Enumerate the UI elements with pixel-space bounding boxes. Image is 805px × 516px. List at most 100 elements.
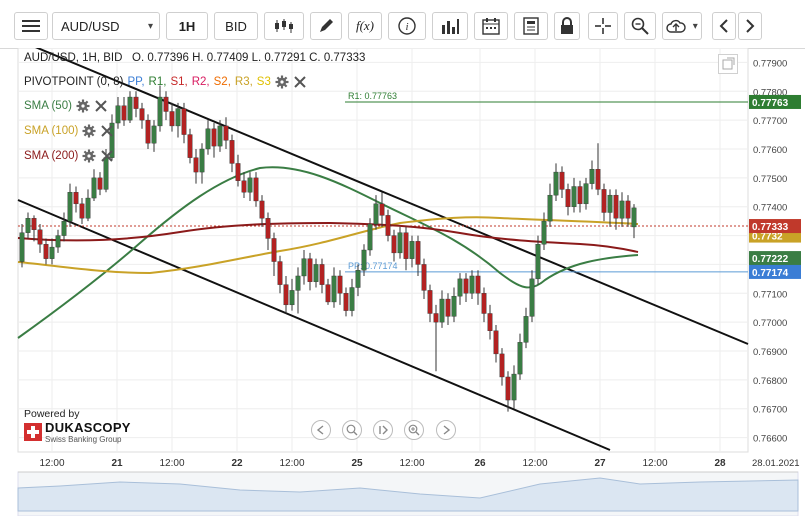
candle-body [415,241,421,265]
calendar-button[interactable] [474,12,508,40]
candle-body [433,313,439,323]
candle-body [73,192,79,205]
candle-body [631,207,637,228]
pause-icon [379,425,388,435]
pivot-s1: S1, [170,76,188,88]
formula-button[interactable]: f(x) [348,12,382,40]
candle-body [205,128,211,150]
candle-body [571,186,577,207]
time-tick-label: 25 [351,458,363,469]
zoom-in-icon [408,424,420,436]
draw-tool-button[interactable] [310,12,342,40]
pivot-s3: S3 [256,76,271,88]
close-icon[interactable] [100,124,114,138]
close-icon[interactable] [94,99,108,113]
candle-body [313,264,319,282]
cloud-button[interactable]: ▾ [662,12,702,40]
price-side-selector[interactable]: BID [214,12,258,40]
notes-button[interactable] [514,12,548,40]
indicators-button[interactable] [432,12,468,40]
gear-icon[interactable] [275,75,289,89]
pivot-name: PIVOTPOINT (0, 8) [24,76,124,88]
zoom-in-button[interactable] [404,420,424,440]
document-icon [523,17,539,35]
scroll-left-button[interactable] [311,420,331,440]
plot-frame [17,48,749,453]
candle-body [463,278,469,294]
price-chart[interactable]: 0.77900 0.77800 0.77700 0.77600 0.77500 0.774… [0,48,805,516]
zoom-out-button[interactable] [342,420,362,440]
candle-body [319,264,325,285]
time-tick-label: 28 [714,458,726,469]
candle-body [541,220,547,245]
close-icon[interactable] [293,75,307,89]
candle-body [505,376,511,401]
scroll-right-button[interactable] [436,420,456,440]
zoom-button[interactable] [624,12,656,40]
candle-body [331,275,337,303]
gear-icon[interactable] [76,99,90,113]
candle-body [139,108,145,121]
ohlc-info: AUD/USD, 1H, BID O. 0.77396 H. 0.77409 L… [24,52,365,64]
trendline-lower[interactable] [17,199,611,451]
candle-body [385,215,391,236]
price-tick-label: 0.77700 [753,116,787,127]
r1-price-badge-bg [749,94,801,109]
gear-icon[interactable] [82,149,96,163]
candle-body [469,275,475,294]
candle-body [481,293,487,314]
info-button[interactable]: i [388,12,426,40]
candle-body [19,232,25,262]
toolbar: AUD/USD ▾ 1H BID f(x) i ▾ [0,0,805,49]
candle-body [397,232,403,254]
last-price-badge: 0.77333 [752,222,789,233]
sma50-curve [17,166,639,339]
menu-button[interactable] [14,12,48,40]
chart-area[interactable]: 0.77900 0.77800 0.77700 0.77600 0.77500 0.774… [0,48,805,516]
sma200-legend: SMA (200) [24,149,114,163]
zoom-out-icon [346,424,358,436]
pause-button[interactable] [373,420,393,440]
candle-body [151,125,157,144]
back-button[interactable] [712,12,736,40]
price-tick-label: 0.77800 [753,87,787,98]
pivot-r3: R3, [234,76,253,88]
candle-body [619,200,625,219]
candle-body [307,258,313,282]
candle-body [361,249,367,271]
candle-body [301,258,307,277]
trendline-upper[interactable] [28,48,749,345]
forward-button[interactable] [738,12,762,40]
candle-body [493,330,499,355]
candle-body [535,244,541,280]
candle-body [613,194,619,219]
timeframe-selector[interactable]: 1H [166,12,208,40]
symbol-timeframe: AUD/USD, 1H, BID [24,52,123,64]
candle-body [421,264,427,291]
candle-body [607,194,613,213]
close-icon[interactable] [100,149,114,163]
crosshair-button[interactable] [588,12,618,40]
candle-body [451,295,457,317]
candle-body [343,293,349,311]
candle-body [211,128,217,147]
candle-body [391,235,397,254]
candle-body [379,203,385,216]
triangle-left-icon [316,425,324,435]
price-tick-label: 0.76700 [753,405,787,416]
symbol-label: AUD/USD [61,18,120,34]
pivot-pp: PP, [127,76,145,88]
gear-icon[interactable] [82,124,96,138]
candle-body [355,269,361,288]
lock-button[interactable] [554,12,580,40]
expand-button[interactable] [718,54,738,74]
symbol-selector[interactable]: AUD/USD ▾ [52,12,160,40]
candle-body [271,238,277,262]
time-tick-label: 21 [111,458,123,469]
candle-body [67,192,73,222]
chart-type-button[interactable] [264,12,304,40]
candle-body [133,96,139,109]
candle-body [595,168,601,190]
sma50-label: SMA (50) [24,100,72,112]
pivot-legend: PIVOTPOINT (0, 8) PP, R1, S1, R2, S2, R3… [24,75,307,89]
